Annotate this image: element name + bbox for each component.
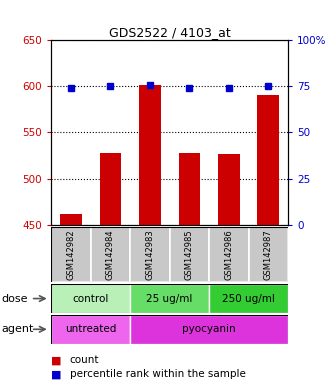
Bar [51,227,91,282]
Bar [130,315,288,344]
Text: untreated: untreated [65,324,117,334]
Text: count: count [70,355,99,365]
Bar [60,214,82,225]
Bar [51,315,130,344]
Text: dose: dose [2,293,28,304]
Text: control: control [72,293,109,304]
Bar [169,227,209,282]
Text: ■: ■ [51,369,62,379]
Text: 25 ug/ml: 25 ug/ml [146,293,193,304]
Text: GSM142985: GSM142985 [185,229,194,280]
Title: GDS2522 / 4103_at: GDS2522 / 4103_at [109,26,230,39]
Bar [218,154,240,225]
Bar [258,95,279,225]
Bar [209,227,249,282]
Text: agent: agent [2,324,34,334]
Bar [249,227,288,282]
Text: pyocyanin: pyocyanin [182,324,236,334]
Text: GSM142983: GSM142983 [145,229,155,280]
Bar [51,284,130,313]
Bar [209,284,288,313]
Bar [130,227,169,282]
Text: GSM142987: GSM142987 [264,229,273,280]
Text: 250 ug/ml: 250 ug/ml [222,293,275,304]
Text: percentile rank within the sample: percentile rank within the sample [70,369,245,379]
Bar [139,86,161,225]
Text: GSM142986: GSM142986 [224,229,233,280]
Bar [130,284,209,313]
Bar [91,227,130,282]
Text: GSM142984: GSM142984 [106,229,115,280]
Bar [178,153,200,225]
Bar [100,153,121,225]
Text: GSM142982: GSM142982 [67,229,75,280]
Text: ■: ■ [51,355,62,365]
